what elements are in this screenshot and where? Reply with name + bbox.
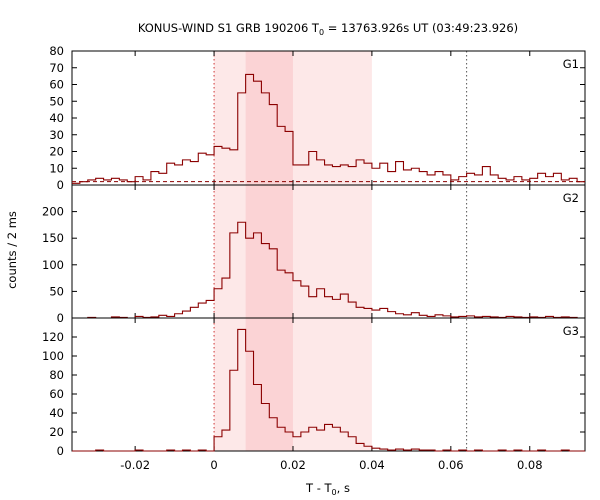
y-tick-label: 50 xyxy=(49,94,64,108)
y-tick-label: 150 xyxy=(42,231,64,245)
x-tick-label: 0.02 xyxy=(280,458,306,472)
y-tick-label: 60 xyxy=(49,387,64,401)
x-tick-label: 0.06 xyxy=(438,458,464,472)
shaded-intervals xyxy=(214,51,372,451)
y-tick-label: 20 xyxy=(49,145,64,159)
y-tick-label: 20 xyxy=(49,425,64,439)
x-tick-label: -0.02 xyxy=(120,458,150,472)
y-tick-label: 40 xyxy=(49,406,64,420)
y-tick-label: 0 xyxy=(57,311,64,325)
panel-label-G3: G3 xyxy=(563,324,579,338)
x-tick-label: 0.04 xyxy=(359,458,385,472)
y-tick-label: 100 xyxy=(42,258,64,272)
y-tick-label: 80 xyxy=(49,44,64,58)
panel-G1: 0 10 20 30 40 50 60 70 80 G1 xyxy=(49,44,586,192)
panel-label-G1: G1 xyxy=(563,57,579,71)
panel-G3: 0 20 40 60 80 100 120 G3 xyxy=(42,317,586,458)
y-tick-label: 30 xyxy=(49,128,64,142)
y-tick-label: 40 xyxy=(49,111,64,125)
y-tick-label: 60 xyxy=(49,78,64,92)
chart-title: KONUS-WIND S1 GRB 190206 T0 = 13763.926s… xyxy=(138,21,518,37)
light-curve-G3 xyxy=(72,328,585,452)
y-tick-label: 80 xyxy=(49,368,64,382)
panel-frame-G3 xyxy=(71,317,586,452)
y-axis-label: counts / 2 ms xyxy=(5,211,19,289)
y-tick-label: 200 xyxy=(42,205,64,219)
light-curve-G1 xyxy=(72,73,585,184)
y-tick-label: 0 xyxy=(57,444,64,458)
light-curve-G2 xyxy=(72,221,585,319)
x-axis-label: T - T0, s xyxy=(305,481,350,497)
reference-lines xyxy=(213,51,468,451)
y-tick-label: 10 xyxy=(49,161,64,175)
x-tick-label: 0.08 xyxy=(517,458,543,472)
shaded-interval-1 xyxy=(245,51,293,451)
x-axis-ticks: -0.02 0 0.02 0.04 0.06 0.08 xyxy=(120,458,542,472)
panel-label-G2: G2 xyxy=(563,191,579,205)
y-tick-label: 70 xyxy=(49,61,64,75)
y-tick-label: 100 xyxy=(42,349,64,363)
y-tick-label: 0 xyxy=(57,178,64,192)
x-tick-label: 0 xyxy=(210,458,217,472)
y-tick-label: 120 xyxy=(42,330,64,344)
panels: 0 10 20 30 40 50 60 70 80 G1 0 50 100 150 200 G2 0 20 40 60… xyxy=(42,44,586,458)
y-tick-label: 50 xyxy=(49,284,64,298)
